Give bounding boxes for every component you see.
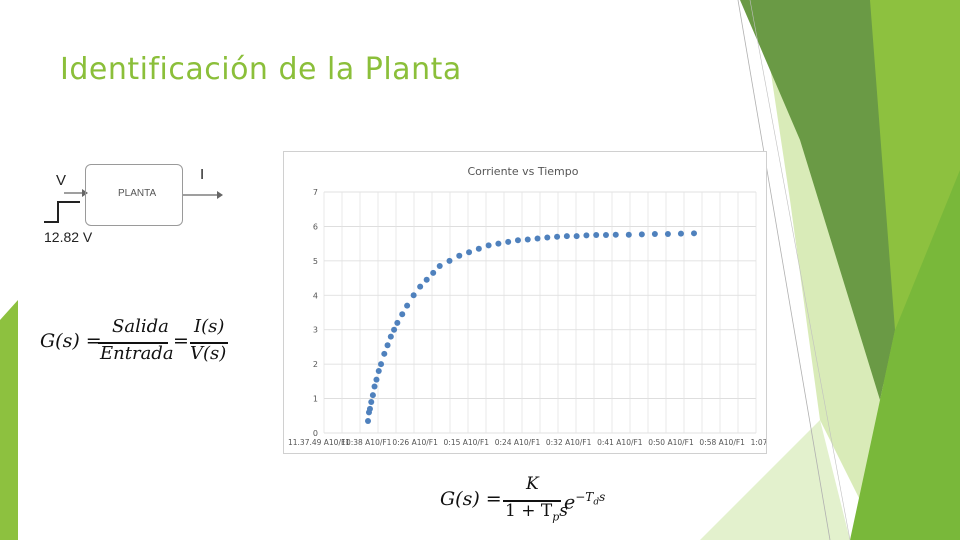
data-point [475, 245, 482, 252]
data-point [677, 230, 684, 237]
data-point [387, 333, 394, 340]
y-tick-label: 5 [313, 257, 318, 266]
eq1-equals: = [173, 330, 189, 352]
data-point [410, 292, 417, 299]
x-tick-label: 11.37.49 A10/F1 [288, 438, 350, 447]
green-left-strip [0, 300, 18, 540]
plant-label: PLANTA [118, 188, 157, 199]
output-label: I [200, 166, 205, 183]
x-tick-label: 0:15 A10/F1 [444, 438, 490, 447]
data-point [534, 235, 541, 242]
x-tick-label: 0:26 A10/F1 [392, 438, 438, 447]
data-point [368, 399, 375, 406]
eq1-lhs: G(s) = [40, 330, 102, 352]
eq2-exp: −T [575, 490, 594, 504]
data-point [593, 232, 600, 239]
x-tick-label: 0:24 A10/F1 [495, 438, 541, 447]
eq1-den-vs: V(s) [190, 343, 227, 364]
data-point [371, 383, 378, 390]
y-tick-label: 3 [313, 326, 318, 335]
data-point [505, 238, 512, 245]
data-point [625, 231, 632, 238]
data-point [691, 230, 697, 237]
data-point [612, 231, 619, 238]
x-tick-label: 10:38 A10/F1 [341, 438, 392, 447]
eq2-exp-sub: d [593, 497, 600, 508]
data-point [638, 231, 645, 238]
slide-title: Identificación de la Planta [60, 52, 462, 87]
y-tick-label: 0 [313, 429, 318, 438]
eq2-den-sub: p [552, 510, 560, 524]
data-point [485, 242, 492, 249]
data-point [456, 252, 463, 259]
green-shape-dark [740, 0, 895, 400]
data-point [554, 233, 561, 240]
eq1-fraction-bar-2 [190, 342, 228, 344]
eq2-den-tail: s [559, 501, 568, 521]
x-tick-label: 0:41 A10/F1 [597, 438, 643, 447]
eq2-exp-base: e [564, 491, 576, 514]
data-point [602, 232, 609, 239]
data-point [664, 231, 671, 238]
data-point [514, 237, 521, 244]
y-tick-label: 7 [313, 188, 318, 197]
chart-svg: Corriente vs Tiempo 0 1 2 3 4 5 6 7 11.37.49 A1… [288, 165, 766, 447]
eq2-num-k: K [526, 474, 539, 494]
data-point [544, 234, 551, 241]
plant-block: PLANTA [85, 164, 183, 226]
x-tick-label: 0:50 A10/F1 [648, 438, 694, 447]
eq2-fraction-bar [503, 500, 561, 502]
data-point [375, 368, 382, 375]
data-point [446, 257, 453, 264]
data-point [399, 311, 406, 318]
data-point [404, 302, 411, 309]
step-value-label: 12.82 V [44, 229, 93, 245]
eq2-exponential: e−Tds [564, 490, 605, 513]
data-point [366, 405, 373, 412]
input-label: V [56, 172, 67, 189]
data-point [423, 276, 430, 283]
current-vs-time-chart: Corriente vs Tiempo 0 1 2 3 4 5 6 7 11.37.49 A1… [283, 151, 767, 454]
eq1-fraction-bar-1 [98, 342, 168, 344]
eq1-den-entrada: Entrada [100, 343, 174, 364]
data-point [391, 326, 398, 333]
data-point [381, 350, 388, 357]
eq2-exp-tail: s [599, 490, 606, 504]
eq2-lhs: G(s) = [440, 488, 502, 510]
x-tick-label: 0:58 A10/F1 [699, 438, 745, 447]
eq2-den-text: 1 + T [505, 501, 553, 521]
data-point [430, 269, 437, 276]
data-point [573, 233, 580, 240]
data-point [369, 392, 376, 399]
data-point [563, 233, 570, 240]
data-point [384, 342, 391, 349]
y-tick-label: 4 [313, 291, 318, 300]
x-tick-label: 0:32 A10/F1 [546, 438, 592, 447]
eq1-num-is: I(s) [194, 316, 225, 337]
chart-title: Corriente vs Tiempo [467, 165, 578, 178]
data-point [466, 249, 473, 256]
x-tick-label: 1:07 A10/F10 [751, 438, 766, 447]
eq1-num-salida: Salida [112, 316, 169, 337]
data-point [394, 319, 401, 326]
output-arrow [183, 191, 223, 199]
data-point [365, 417, 371, 424]
data-point [373, 376, 380, 383]
data-point [524, 236, 531, 243]
step-input-icon [44, 201, 80, 223]
data-point [436, 263, 443, 270]
eq2-denominator: 1 + Tps [505, 501, 568, 523]
data-point [583, 232, 590, 239]
data-point [651, 231, 658, 238]
y-tick-label: 6 [313, 222, 318, 231]
green-shape-bright [850, 170, 960, 540]
y-tick-label: 2 [313, 360, 318, 369]
data-point [417, 283, 424, 290]
data-point [495, 240, 502, 247]
y-tick-label: 1 [313, 395, 318, 404]
green-shape-pale [700, 420, 850, 540]
data-point [378, 361, 385, 368]
